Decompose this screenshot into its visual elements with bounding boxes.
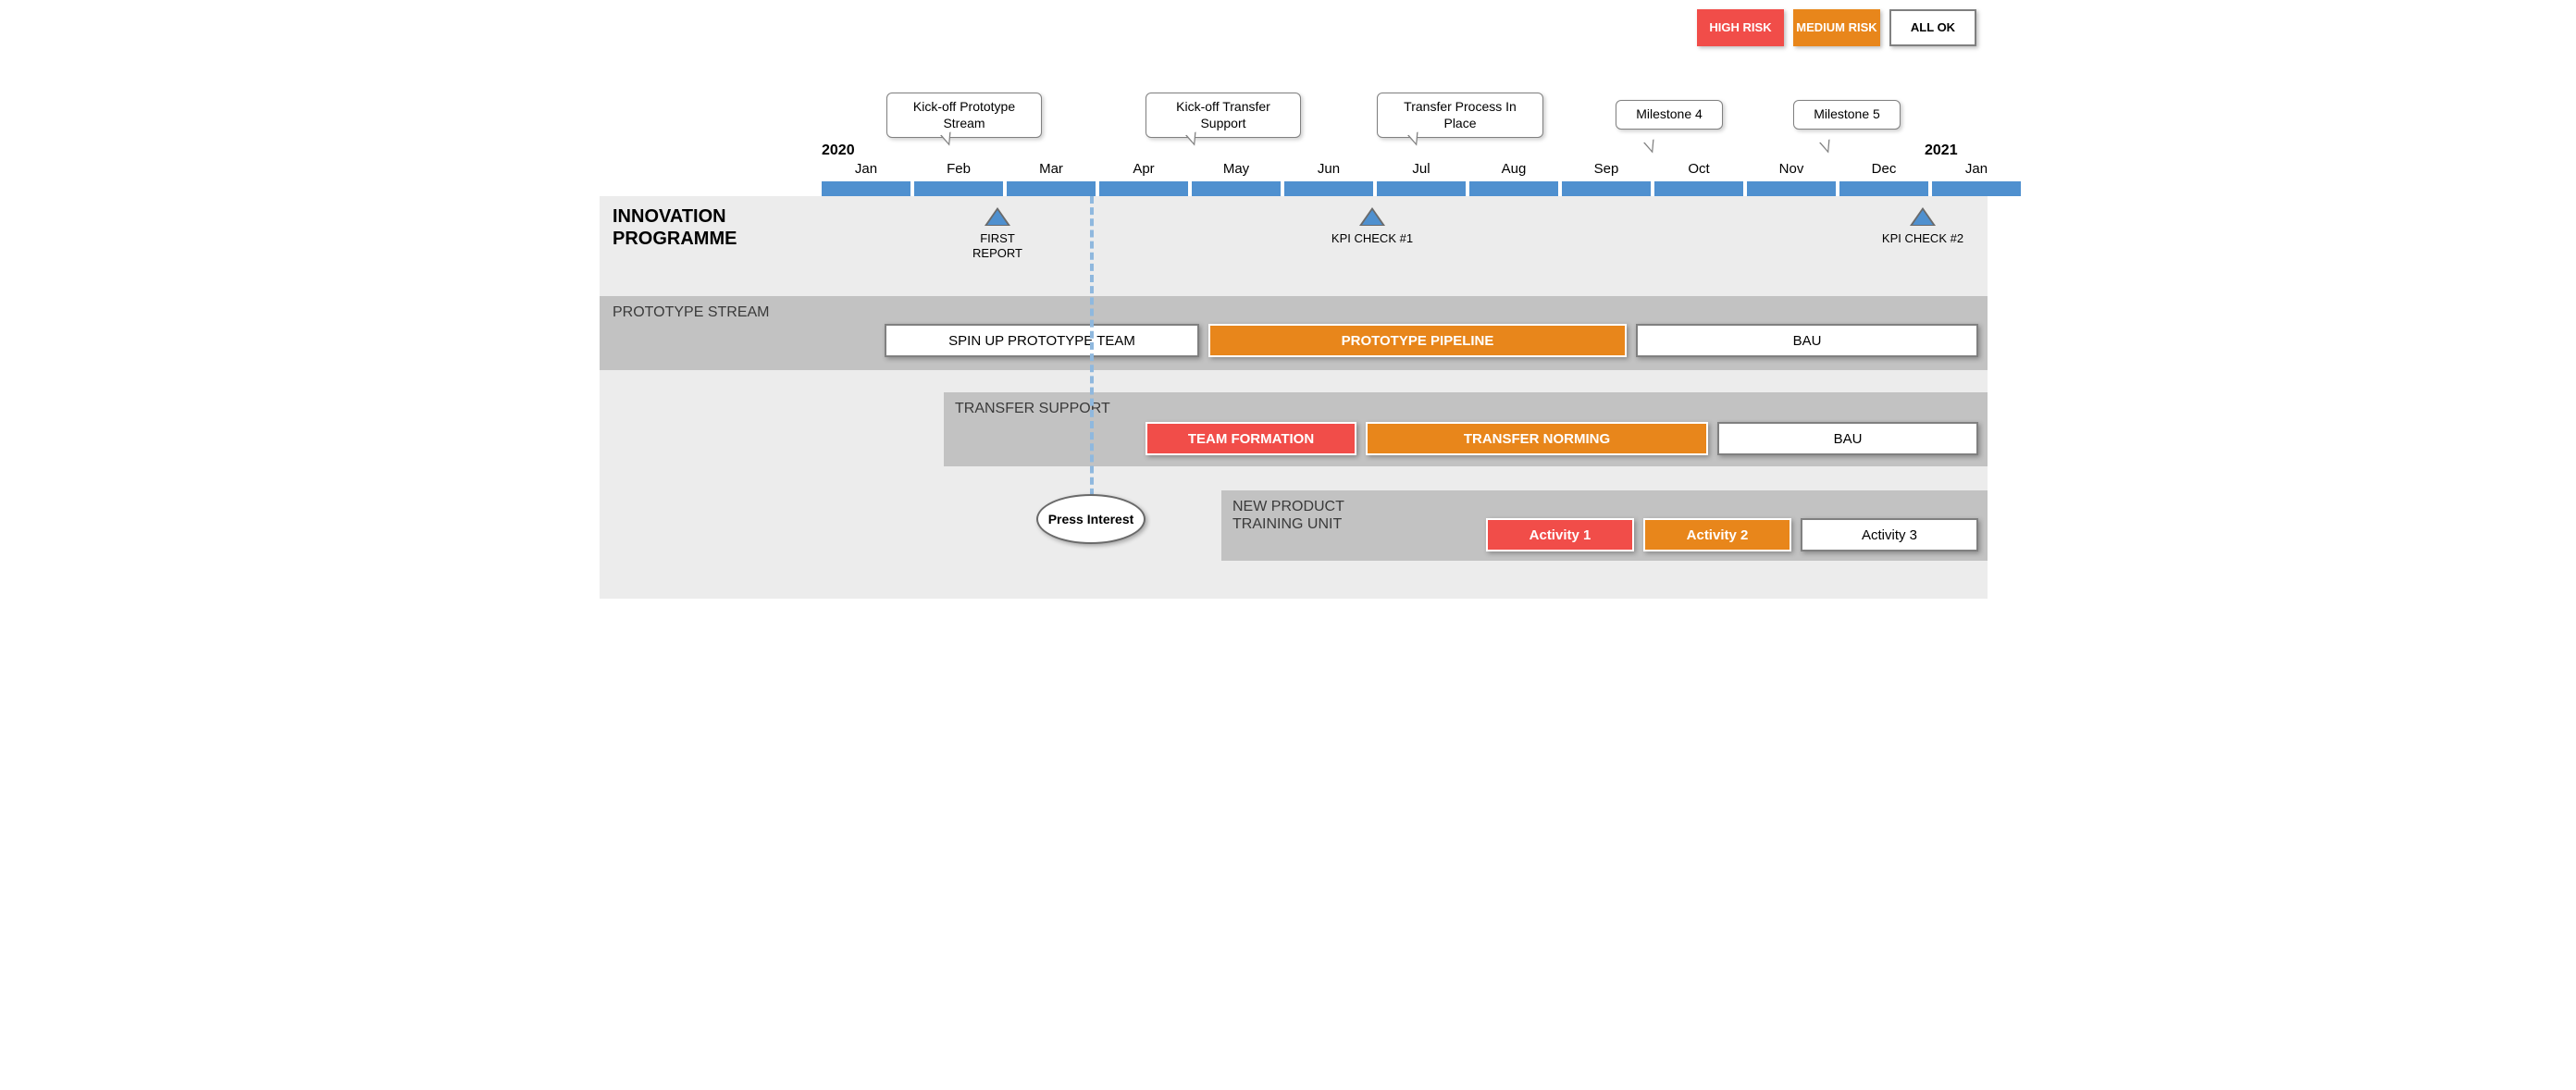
press-interest-label: Press Interest [1048, 512, 1134, 526]
milestone-callout: Kick-off Transfer Support [1146, 93, 1301, 138]
month-block [1654, 181, 1743, 196]
month-block [1839, 181, 1928, 196]
stream-label: PROTOTYPE STREAM [613, 303, 770, 321]
roadmap-canvas: HIGH RISK MEDIUM RISK ALL OK Jan Feb Mar Ap… [572, 0, 2004, 605]
activity-bar: TEAM FORMATION [1146, 422, 1356, 455]
month-block [1377, 181, 1466, 196]
callout-tail-icon [1819, 139, 1834, 155]
milestone-callout: Milestone 4 [1616, 100, 1723, 130]
milestone-callout: Milestone 5 [1793, 100, 1901, 130]
activity-bar: BAU [1636, 324, 1978, 357]
press-interest-oval: Press Interest [1036, 494, 1146, 544]
month-block [1747, 181, 1836, 196]
checkpoint-label: KPI CHECK #2 [1881, 231, 1964, 246]
month-block [822, 181, 910, 196]
milestone-callout: Kick-off Prototype Stream [886, 93, 1042, 138]
month-block [1099, 181, 1188, 196]
month-label: Oct [1676, 161, 1722, 177]
month-block [1932, 181, 2021, 196]
month-block [914, 181, 1003, 196]
milestone-callout: Transfer Process In Place [1377, 93, 1543, 138]
legend: HIGH RISK MEDIUM RISK ALL OK [1697, 9, 1976, 46]
month-block [1007, 181, 1096, 196]
month-label: Jan [843, 161, 889, 177]
legend-all-ok: ALL OK [1889, 9, 1976, 46]
activity-bar: Activity 2 [1643, 518, 1791, 551]
activity-bar: TRANSFER NORMING [1366, 422, 1708, 455]
month-label: Jan [1953, 161, 2000, 177]
legend-high-risk: HIGH RISK [1697, 9, 1784, 46]
activity-bar: Activity 1 [1486, 518, 1634, 551]
checkpoint-label: FIRST REPORT [956, 231, 1039, 260]
stream-label: TRANSFER SUPPORT [955, 400, 1112, 417]
month-label: Sep [1583, 161, 1629, 177]
activity-bar: SPIN UP PROTOTYPE TEAM [885, 324, 1199, 357]
month-label: Apr [1121, 161, 1167, 177]
month-block [1284, 181, 1373, 196]
month-block [1562, 181, 1651, 196]
month-block [1469, 181, 1558, 196]
month-label: Feb [935, 161, 982, 177]
month-label: Jul [1398, 161, 1444, 177]
legend-medium-risk: MEDIUM RISK [1793, 9, 1880, 46]
year-end-label: 2021 [1925, 142, 1958, 159]
press-interest-line [1090, 196, 1094, 507]
year-start-label: 2020 [822, 142, 855, 159]
month-label: Aug [1491, 161, 1537, 177]
activity-bar: Activity 3 [1801, 518, 1978, 551]
month-label: Nov [1768, 161, 1814, 177]
checkpoint-label: KPI CHECK #1 [1331, 231, 1414, 246]
month-block [1192, 181, 1281, 196]
programme-title: INNOVATION PROGRAMME [613, 205, 737, 250]
month-label: Dec [1861, 161, 1907, 177]
month-label: May [1213, 161, 1259, 177]
callout-tail-icon [1643, 139, 1658, 155]
month-label: Jun [1306, 161, 1352, 177]
stream-label: NEW PRODUCT TRAINING UNIT [1232, 498, 1390, 533]
activity-bar: BAU [1717, 422, 1978, 455]
activity-bar: PROTOTYPE PIPELINE [1208, 324, 1627, 357]
month-label: Mar [1028, 161, 1074, 177]
